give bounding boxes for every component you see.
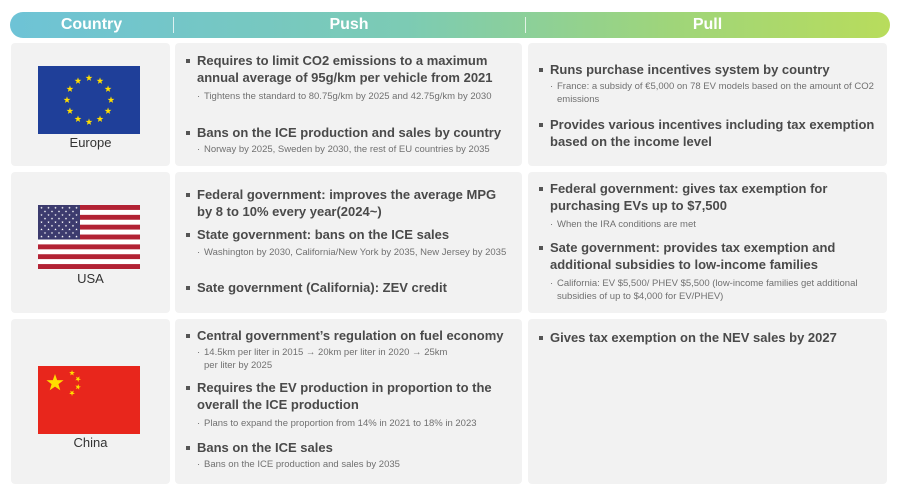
- push-item: Sate government (California): ZEV credit: [185, 279, 514, 296]
- pull-note: France: a subsidy of €5,000 on 78 EV mod…: [550, 80, 879, 106]
- push-note: Bans on the ICE production and sales by …: [197, 458, 514, 471]
- header-pull: Pull: [692, 16, 723, 33]
- country-name: USA: [77, 271, 104, 286]
- us-flag-icon: [38, 205, 140, 269]
- pull-note: When the IRA conditions are met: [550, 218, 879, 231]
- country-name: Europe: [69, 135, 112, 150]
- push-cell-europe: Requires to limit CO2 emissions to a max…: [175, 43, 522, 166]
- pull-item: Gives tax exemption on the NEV sales by …: [538, 329, 879, 346]
- pull-cell-europe: Runs purchase incentives system by count…: [528, 43, 887, 166]
- push-note: Tightens the standard to 80.75g/km by 20…: [197, 90, 514, 103]
- pull-cell-china: Gives tax exemption on the NEV sales by …: [528, 319, 887, 484]
- pull-item: Provides various incentives including ta…: [538, 116, 879, 150]
- push-note: 14.5km per liter in 2015 → 20km per lite…: [197, 346, 454, 372]
- push-cell-usa: Federal government: improves the average…: [175, 172, 522, 313]
- china-flag-icon: [38, 366, 140, 434]
- push-item: Federal government: improves the average…: [185, 186, 514, 220]
- push-item: Bans on the ICE production and sales by …: [185, 124, 514, 141]
- header-push: Push: [329, 16, 369, 33]
- push-cell-china: Central government’s regulation on fuel …: [175, 319, 522, 484]
- push-note: Washington by 2030, California/New York …: [197, 246, 514, 259]
- table-header: Country Push Pull: [10, 12, 890, 38]
- country-cell-china: China: [11, 319, 170, 484]
- pull-cell-usa: Federal government: gives tax exemption …: [528, 172, 887, 313]
- country-cell-usa: USA: [11, 172, 170, 313]
- push-note: Norway by 2025, Sweden by 2030, the rest…: [197, 143, 514, 156]
- country-cell-europe: Europe: [11, 43, 170, 166]
- country-name: China: [73, 435, 108, 450]
- pull-item: Runs purchase incentives system by count…: [538, 61, 879, 78]
- pull-item: Federal government: gives tax exemption …: [538, 180, 879, 214]
- header-divider: [525, 17, 526, 33]
- pull-item: Sate government: provides tax exemption …: [538, 239, 879, 273]
- header-country: Country: [60, 16, 123, 33]
- header-divider: [173, 17, 174, 33]
- push-item: Central government’s regulation on fuel …: [185, 327, 514, 344]
- push-item: Requires the EV production in proportion…: [185, 379, 514, 413]
- push-item: Requires to limit CO2 emissions to a max…: [185, 52, 514, 86]
- push-note: Plans to expand the proportion from 14% …: [197, 417, 514, 430]
- pull-note: California: EV $5,500/ PHEV $5,500 (low-…: [550, 277, 879, 303]
- push-item: Bans on the ICE sales: [185, 439, 514, 456]
- eu-flag-icon: [38, 66, 140, 134]
- push-item: State government: bans on the ICE sales: [185, 226, 514, 243]
